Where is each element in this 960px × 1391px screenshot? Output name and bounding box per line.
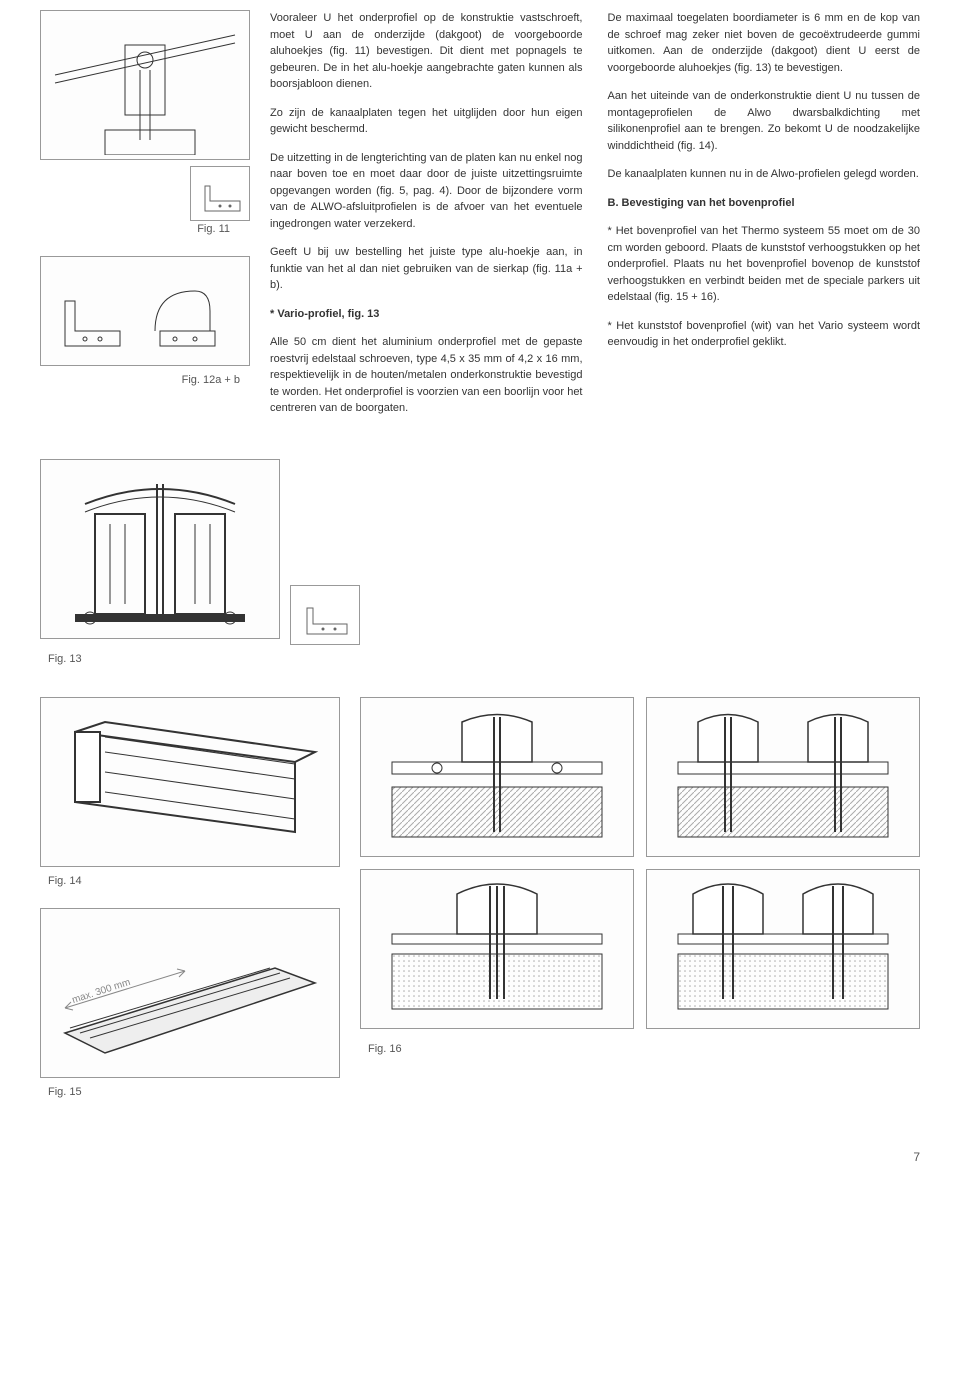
diagram-fig16c xyxy=(372,874,622,1024)
right-p1: De maximaal toegelaten boordiameter is 6… xyxy=(608,10,921,76)
mid-p5: Alle 50 cm dient het aluminium onderprof… xyxy=(270,334,583,417)
diagram-fig11-main xyxy=(45,15,245,155)
bracket-icon xyxy=(295,590,355,640)
right-h1: B. Bevestiging van het bovenprofiel xyxy=(608,195,921,212)
mid-h1: * Vario-profiel, fig. 13 xyxy=(270,306,583,323)
figure-13-row xyxy=(40,459,920,645)
bracket-icon xyxy=(195,171,245,216)
page-number: 7 xyxy=(40,1148,920,1166)
figure-12 xyxy=(40,256,250,366)
fig16-caption: Fig. 16 xyxy=(360,1041,920,1058)
figure-14 xyxy=(40,697,340,867)
fig12-caption: Fig. 12a + b xyxy=(40,372,250,389)
top-section: Fig. 11 Fig. 12a + b Vooraleer U het ond… xyxy=(40,10,920,429)
figure-15: max. 300 mm xyxy=(40,908,340,1078)
mid-p4: Geeft U bij uw bestelling het juiste typ… xyxy=(270,244,583,294)
diagram-fig14 xyxy=(45,702,335,862)
right-text-column: De maximaal toegelaten boordiameter is 6… xyxy=(608,10,921,429)
mid-p3: De uitzetting in de lengterichting van d… xyxy=(270,150,583,233)
figure-16a xyxy=(360,697,634,857)
figure-16d xyxy=(646,869,920,1029)
bottom-right-column: Fig. 16 xyxy=(360,697,920,1118)
text-columns: Vooraleer U het onderprofiel op de konst… xyxy=(270,10,920,429)
diagram-fig16b xyxy=(658,702,908,852)
bottom-left-column: Fig. 14 max. 300 mm Fig. 15 xyxy=(40,697,340,1118)
fig15-caption: Fig. 15 xyxy=(40,1084,340,1101)
right-p3: De kanaalplaten kunnen nu in de Alwo-pro… xyxy=(608,166,921,183)
diagram-fig13 xyxy=(45,464,275,634)
diagram-fig12 xyxy=(45,261,245,361)
figure-16-top-row xyxy=(360,697,920,863)
figure-11-main xyxy=(40,10,250,160)
bottom-figure-grid: Fig. 14 max. 300 mm Fig. 15 xyxy=(40,697,920,1118)
fig13-caption: Fig. 13 xyxy=(40,651,920,668)
figure-16c xyxy=(360,869,634,1029)
figure-16b xyxy=(646,697,920,857)
figure-16-bottom-row xyxy=(360,869,920,1035)
figure-11-inset xyxy=(190,166,250,221)
left-figure-column: Fig. 11 Fig. 12a + b xyxy=(40,10,250,429)
mid-p1: Vooraleer U het onderprofiel op de konst… xyxy=(270,10,583,93)
right-p5: * Het kunststof bovenprofiel (wit) van h… xyxy=(608,318,921,351)
diagram-fig16a xyxy=(372,702,622,852)
right-p4: * Het bovenprofiel van het Thermo systee… xyxy=(608,223,921,306)
fig11-caption-row xyxy=(40,166,250,221)
figure-13-main xyxy=(40,459,280,639)
fig11-caption: Fig. 11 xyxy=(40,221,250,238)
figure-13-inset xyxy=(290,585,360,645)
right-p2: Aan het uiteinde van de onderkonstruktie… xyxy=(608,88,921,154)
middle-text-column: Vooraleer U het onderprofiel op de konst… xyxy=(270,10,583,429)
mid-p2: Zo zijn de kanaalplaten tegen het uitgli… xyxy=(270,105,583,138)
fig14-caption: Fig. 14 xyxy=(40,873,340,890)
diagram-fig16d xyxy=(658,874,908,1024)
